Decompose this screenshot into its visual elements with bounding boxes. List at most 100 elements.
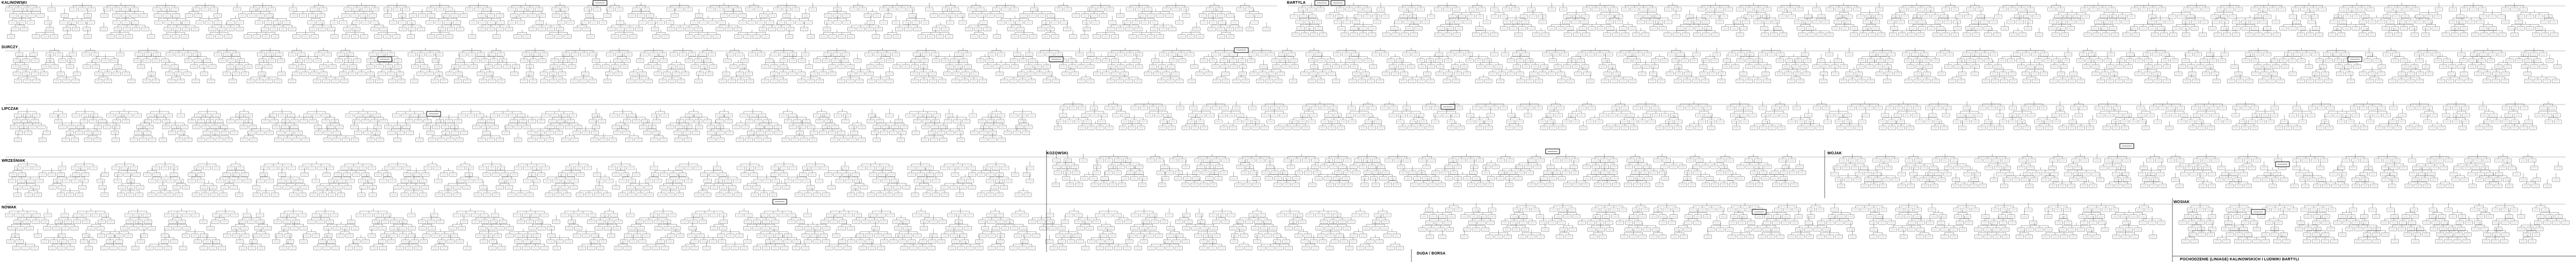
person-box — [506, 27, 513, 31]
person-box — [2235, 8, 2243, 11]
person-box — [2009, 8, 2016, 11]
person-box — [1227, 34, 1234, 38]
person-box — [1716, 8, 1724, 11]
person-box — [745, 8, 753, 11]
person-box — [153, 53, 160, 56]
person-box — [479, 20, 486, 24]
person-box — [227, 20, 235, 24]
person-box — [1355, 8, 1362, 11]
person-box — [635, 27, 643, 31]
person-box — [140, 13, 148, 17]
person-box — [79, 8, 86, 11]
person-box — [1029, 13, 1036, 17]
person-box — [2068, 20, 2075, 24]
person-box — [2471, 33, 2479, 36]
person-box — [930, 13, 938, 17]
person-box — [497, 53, 504, 56]
person-box — [438, 27, 445, 31]
person-box — [280, 27, 287, 31]
person-box — [2147, 20, 2155, 24]
person-box — [1401, 33, 1409, 36]
person-box — [510, 13, 518, 17]
person-box — [652, 27, 659, 31]
person-box — [1908, 8, 1916, 11]
person-box — [2432, 26, 2440, 30]
person-box — [977, 8, 984, 11]
person-box — [1527, 8, 1535, 11]
person-box — [1850, 26, 1857, 30]
person-box — [378, 53, 385, 56]
person-box — [606, 53, 614, 56]
person-box — [2242, 20, 2249, 24]
person-box — [1016, 27, 1024, 31]
person-box — [769, 13, 776, 17]
person-box — [676, 27, 684, 31]
person-box — [2212, 20, 2220, 24]
person-box — [625, 53, 632, 56]
person-box — [1566, 26, 1574, 30]
person-box — [488, 53, 495, 56]
person-box — [1659, 26, 1666, 30]
person-box — [1016, 20, 1023, 24]
person-box — [1953, 20, 1960, 24]
person-box — [809, 8, 817, 11]
person-box — [1125, 27, 1133, 31]
person-box — [465, 8, 473, 11]
person-box — [2334, 26, 2341, 30]
person-box — [2353, 14, 2360, 18]
person-box — [2084, 33, 2091, 36]
person-box — [1557, 26, 1564, 30]
person-box — [318, 27, 326, 31]
person-box — [557, 27, 564, 31]
person-box — [628, 13, 635, 17]
person-box — [164, 27, 172, 31]
person-box — [2515, 20, 2523, 24]
person-box — [257, 13, 265, 17]
person-box — [2232, 33, 2240, 36]
person-box — [1001, 8, 1009, 11]
person-box — [1047, 13, 1055, 17]
person-box — [469, 34, 476, 38]
person-box — [1147, 13, 1155, 17]
person-box — [1236, 8, 1244, 11]
person-box — [1350, 33, 1358, 36]
person-box — [2035, 33, 2043, 36]
person-box — [445, 34, 453, 38]
person-box — [2280, 26, 2287, 30]
person-box — [1918, 8, 1925, 11]
person-box — [939, 13, 947, 17]
person-box — [2310, 8, 2317, 11]
person-box — [987, 13, 994, 17]
person-box — [142, 27, 149, 31]
person-box — [2184, 8, 2191, 11]
person-box — [362, 20, 369, 24]
person-box — [1176, 20, 1183, 24]
person-box — [274, 20, 281, 24]
person-box — [419, 13, 426, 17]
person-box — [1845, 8, 1852, 11]
person-box — [1123, 20, 1130, 24]
person-box — [1501, 14, 1508, 18]
person-box — [824, 13, 832, 17]
person-box — [1633, 33, 1640, 36]
person-box — [2122, 20, 2129, 24]
person-box — [2139, 26, 2147, 30]
person-box — [1117, 13, 1124, 17]
person-box — [735, 34, 742, 38]
person-box — [2422, 33, 2429, 36]
person-box — [428, 13, 435, 17]
person-box — [2526, 26, 2534, 30]
person-box — [353, 27, 360, 31]
person-box — [1754, 20, 1761, 24]
person-box — [2367, 8, 2374, 11]
person-box — [289, 27, 296, 31]
person-box — [2057, 8, 2065, 11]
person-box — [1042, 34, 1050, 38]
person-box — [666, 20, 674, 24]
person-box — [1684, 20, 1692, 24]
person-box — [1610, 8, 1618, 11]
person-box — [604, 13, 611, 17]
person-box — [488, 20, 495, 24]
person-box — [639, 20, 646, 24]
person-box — [1208, 27, 1216, 31]
